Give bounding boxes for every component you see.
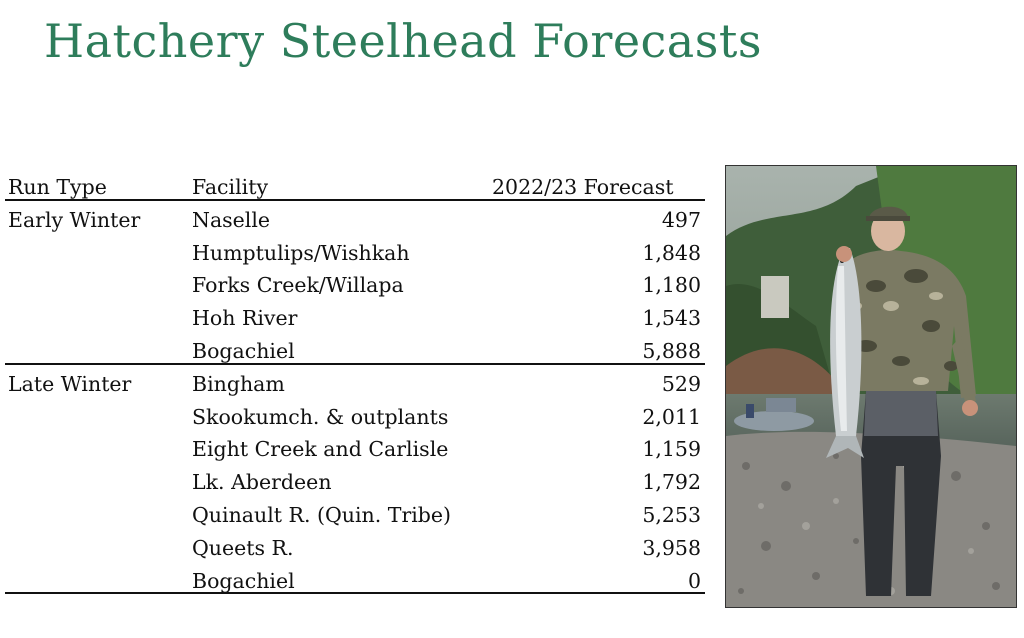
table-row: Quinault R. (Quin. Tribe) 5,253: [5, 498, 705, 531]
header-run-type: Run Type: [8, 175, 107, 199]
forecast-cell: 3,958: [642, 535, 701, 560]
facility-cell: Bingham: [192, 371, 285, 396]
table-row: Bogachiel 5,888: [5, 334, 705, 367]
table-row: Humptulips/Wishkah 1,848: [5, 236, 705, 269]
table-row: Skookumch. & outplants 2,011: [5, 400, 705, 433]
forecast-cell: 1,848: [642, 240, 701, 265]
table-header-row: Run Type Facility 2022/23 Forecast: [5, 170, 705, 203]
forecast-cell: 2,011: [642, 404, 701, 429]
table-row: Bogachiel 0: [5, 564, 705, 597]
table-row: Lk. Aberdeen 1,792: [5, 465, 705, 498]
facility-cell: Lk. Aberdeen: [192, 470, 332, 495]
forecast-cell: 497: [661, 207, 701, 232]
facility-cell: Bogachiel: [192, 568, 295, 593]
table-row: Early Winter Naselle 497: [5, 203, 705, 236]
table-row: Eight Creek and Carlisle 1,159: [5, 432, 705, 465]
forecast-cell: 0: [687, 568, 701, 593]
forecast-cell: 1,180: [642, 273, 701, 298]
table-row: Late Winter Bingham 529: [5, 367, 705, 400]
facility-cell: Forks Creek/Willapa: [192, 273, 404, 298]
photo-of-angler-holding-steelhead-icon: [726, 166, 1016, 607]
header-facility: Facility: [192, 175, 269, 199]
group-divider: [5, 363, 705, 365]
run-type-cell: Late Winter: [8, 371, 132, 396]
facility-cell: Quinault R. (Quin. Tribe): [192, 502, 452, 527]
forecast-cell: 529: [661, 371, 701, 396]
facility-cell: Eight Creek and Carlisle: [192, 437, 449, 462]
facility-cell: Skookumch. & outplants: [192, 404, 449, 429]
facility-cell: Humptulips/Wishkah: [192, 240, 410, 265]
facility-cell: Naselle: [192, 207, 271, 232]
forecast-cell: 5,888: [642, 338, 701, 363]
header-divider: [5, 199, 705, 201]
angler-photo: [725, 165, 1017, 608]
forecast-table: Run Type Facility 2022/23 Forecast Early…: [5, 170, 705, 596]
table-row: Hoh River 1,543: [5, 301, 705, 334]
table-bottom-border: [5, 592, 705, 594]
table-row: Forks Creek/Willapa 1,180: [5, 268, 705, 301]
run-type-cell: Early Winter: [8, 207, 141, 232]
forecast-cell: 1,543: [642, 306, 701, 331]
table-row: Queets R. 3,958: [5, 531, 705, 564]
page-title: Hatchery Steelhead Forecasts: [44, 14, 762, 68]
forecast-cell: 1,792: [642, 470, 701, 495]
forecast-cell: 1,159: [642, 437, 701, 462]
facility-cell: Bogachiel: [192, 338, 295, 363]
facility-cell: Queets R.: [192, 535, 294, 560]
facility-cell: Hoh River: [192, 306, 298, 331]
forecast-cell: 5,253: [642, 502, 701, 527]
header-forecast: 2022/23 Forecast: [492, 175, 674, 199]
